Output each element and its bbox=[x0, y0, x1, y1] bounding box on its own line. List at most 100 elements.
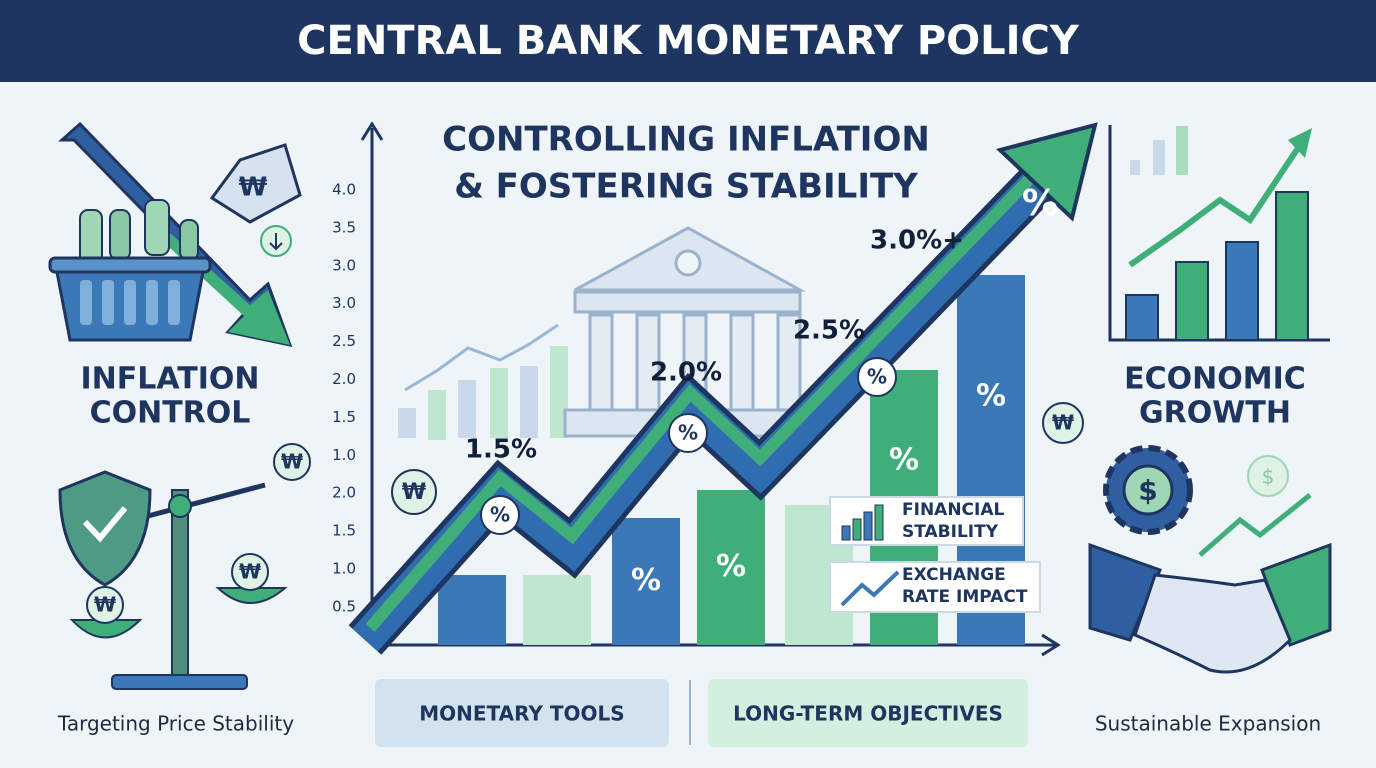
bar-percent: % bbox=[976, 379, 1006, 414]
check bbox=[82, 506, 128, 543]
axis-label: 3.0 bbox=[332, 294, 356, 312]
percent-badge bbox=[480, 495, 520, 535]
growth-bar bbox=[1125, 294, 1159, 341]
scale-pole bbox=[171, 489, 189, 676]
currency-symbol: ₩ bbox=[1052, 411, 1074, 435]
currency-symbol: ₩ bbox=[281, 450, 303, 474]
basket-slot bbox=[102, 280, 114, 325]
bank-emblem bbox=[674, 249, 702, 277]
scale-pivot bbox=[168, 494, 192, 518]
gear-center bbox=[1122, 464, 1174, 516]
bar bbox=[697, 490, 765, 645]
bar-percent: % bbox=[631, 563, 661, 598]
axis-label: 3.5 bbox=[332, 218, 356, 236]
percent-badge-symbol: % bbox=[867, 365, 887, 389]
axis-label: 1.0 bbox=[332, 446, 356, 464]
basket-rim bbox=[48, 256, 212, 274]
callout-text: EXCHANGE bbox=[902, 565, 1006, 585]
axis-label: 1.0 bbox=[332, 560, 356, 578]
arrow-percent: % bbox=[1022, 183, 1058, 224]
basket-slot bbox=[80, 280, 92, 325]
axis-label: 2.0 bbox=[332, 370, 356, 388]
expansion-line bbox=[1198, 493, 1312, 557]
rate-label: 3.0%+ bbox=[870, 226, 964, 256]
y-arrowhead bbox=[360, 121, 384, 141]
rate-label: 2.0% bbox=[650, 358, 722, 388]
basket-slot bbox=[124, 280, 136, 325]
currency-badge bbox=[86, 586, 124, 624]
basket-slot bbox=[168, 280, 180, 325]
callout-text: FINANCIAL bbox=[902, 500, 1005, 520]
callout-icon-bar bbox=[852, 518, 862, 541]
currency-badge bbox=[391, 469, 437, 515]
bank-entablature bbox=[573, 290, 802, 314]
right-title: GROWTH bbox=[1139, 396, 1291, 431]
axis-label: 0.5 bbox=[332, 597, 356, 615]
axis-label: 1.5 bbox=[332, 522, 356, 540]
right-title: ECONOMIC bbox=[1124, 362, 1306, 397]
mini-bar bbox=[428, 390, 446, 440]
bank-column bbox=[588, 313, 614, 412]
trend-arrowhead bbox=[996, 122, 1098, 222]
growth-arrowhead bbox=[1288, 128, 1312, 158]
header-bar bbox=[0, 0, 1376, 82]
callout-icon-bar bbox=[841, 525, 851, 541]
growth-bar bbox=[1275, 191, 1309, 341]
mini-bar bbox=[458, 380, 476, 438]
rate-label: 2.5% bbox=[793, 316, 865, 346]
bar bbox=[523, 575, 591, 645]
x-arrowhead bbox=[1041, 633, 1061, 657]
grocery bbox=[109, 209, 131, 261]
mini-bar bbox=[1176, 126, 1188, 175]
callout-icon-bar bbox=[874, 504, 884, 541]
percent-badge-symbol: % bbox=[678, 421, 698, 445]
bar-percent: % bbox=[716, 549, 746, 584]
coin bbox=[1247, 455, 1289, 497]
texts: INFLATION CONTROL Targeting Price Stabil… bbox=[57, 120, 1321, 736]
bottom-box-label: MONETARY TOOLS bbox=[419, 702, 624, 726]
left-pan bbox=[69, 619, 143, 639]
illustrations: ₩ ₩ ₩ ₩4.0 3.5 3.0 3.0 2.5 2.0 1.5 1.0 2.0 1.5 1.0 0.5… bbox=[48, 121, 1332, 747]
center-title: & FOSTERING STABILITY bbox=[454, 167, 918, 207]
mini-line bbox=[404, 323, 559, 392]
mini-bar bbox=[1153, 140, 1165, 175]
left-title: INFLATION bbox=[80, 362, 259, 397]
currency-badge bbox=[1042, 402, 1084, 444]
bar bbox=[438, 575, 506, 645]
scale-base bbox=[111, 674, 248, 690]
callout-icon-bar bbox=[863, 511, 873, 541]
down-icon bbox=[269, 233, 283, 251]
callout-icon-line bbox=[840, 570, 900, 607]
percent-badge bbox=[668, 413, 708, 453]
basket-slot bbox=[146, 280, 158, 325]
price-tag bbox=[209, 143, 302, 224]
currency-symbol: ₩ bbox=[94, 593, 116, 617]
trend-arrow-body bbox=[352, 148, 1073, 652]
hands bbox=[1133, 573, 1292, 674]
rate-label: 1.5% bbox=[465, 435, 537, 465]
gear-symbol: $ bbox=[1138, 474, 1157, 507]
growth-line bbox=[1128, 143, 1303, 268]
callout-box bbox=[829, 496, 1024, 546]
growth-bar bbox=[1175, 261, 1209, 341]
trend-arrow-highlight bbox=[365, 153, 1055, 632]
mini-bar bbox=[490, 368, 508, 438]
mini-bar bbox=[398, 408, 416, 438]
axis-label: 2.5 bbox=[332, 332, 356, 350]
bottom-box bbox=[375, 679, 669, 747]
center-title: CONTROLLING INFLATION bbox=[442, 120, 930, 160]
axis-label: 4.0 bbox=[332, 181, 356, 199]
callout-text: STABILITY bbox=[902, 522, 999, 542]
axis-label: 2.0 bbox=[332, 484, 356, 502]
currency-symbol: ₩ bbox=[239, 560, 261, 584]
grocery bbox=[179, 219, 199, 261]
left-title: CONTROL bbox=[90, 396, 251, 431]
coin-symbol: $ bbox=[1262, 465, 1275, 489]
currency-badge bbox=[231, 553, 269, 591]
bottom-box-label: LONG-TERM OBJECTIVES bbox=[733, 702, 1003, 726]
callout-text: RATE IMPACT bbox=[902, 587, 1028, 607]
header-title: CENTRAL BANK MONETARY POLICY bbox=[297, 18, 1080, 64]
percent-badge bbox=[857, 357, 897, 397]
bar-percent: % bbox=[889, 442, 919, 477]
